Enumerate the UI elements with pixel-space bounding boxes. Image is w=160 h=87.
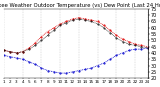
- Title: Milwaukee Weather Outdoor Temperature (vs) Dew Point (Last 24 Hours): Milwaukee Weather Outdoor Temperature (v…: [0, 3, 160, 8]
